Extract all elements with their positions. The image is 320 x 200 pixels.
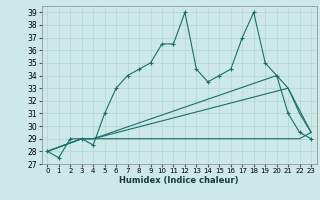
X-axis label: Humidex (Indice chaleur): Humidex (Indice chaleur) (119, 176, 239, 185)
